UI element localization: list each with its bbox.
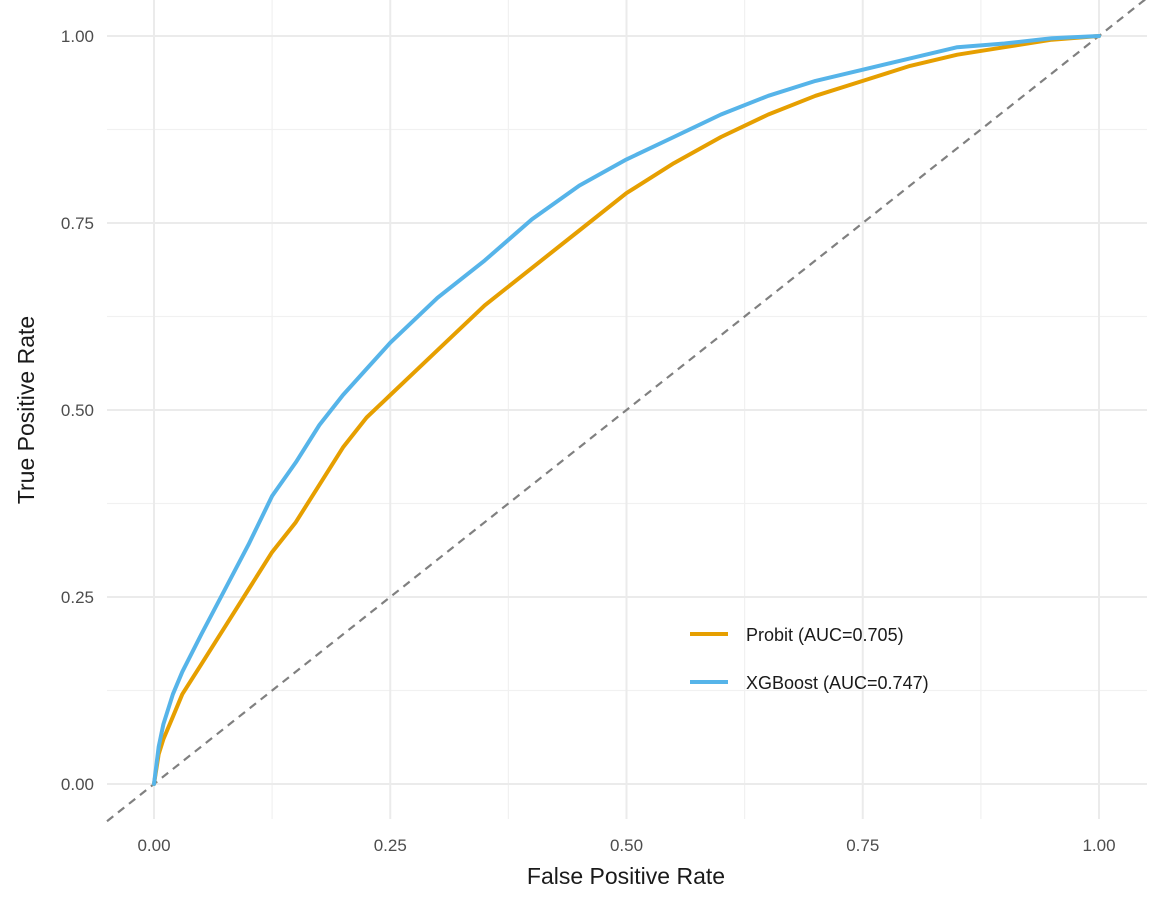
legend-label-0: Probit (AUC=0.705) <box>746 625 904 645</box>
y-tick-label: 0.75 <box>61 214 94 233</box>
legend-label-1: XGBoost (AUC=0.747) <box>746 673 929 693</box>
x-tick-label: 0.00 <box>137 836 170 855</box>
y-axis-title: True Positive Rate <box>13 316 39 504</box>
reference-diagonal-line <box>106 0 1147 823</box>
x-axis-title: False Positive Rate <box>527 863 725 889</box>
reference-diagonal <box>106 0 1147 823</box>
y-tick-label: 0.25 <box>61 588 94 607</box>
y-tick-label: 0.50 <box>61 401 94 420</box>
x-tick-label: 1.00 <box>1082 836 1115 855</box>
legend: Probit (AUC=0.705) XGBoost (AUC=0.747) <box>690 625 929 693</box>
series-line-1 <box>152 34 1101 786</box>
series-lines <box>152 34 1101 786</box>
y-axis-ticks: 0.00 0.25 0.50 0.75 1.00 <box>61 27 94 794</box>
x-tick-label: 0.25 <box>374 836 407 855</box>
x-tick-label: 0.50 <box>610 836 643 855</box>
x-axis-ticks: 0.00 0.25 0.50 0.75 1.00 <box>137 836 1115 855</box>
y-tick-label: 1.00 <box>61 27 94 46</box>
series-line-0 <box>152 34 1101 786</box>
y-tick-label: 0.00 <box>61 775 94 794</box>
x-tick-label: 0.75 <box>846 836 879 855</box>
